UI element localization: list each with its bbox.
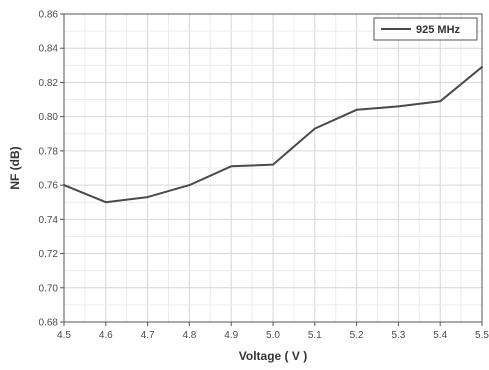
x-tick-label: 4.7 — [141, 330, 155, 341]
y-tick-label: 0.70 — [39, 283, 59, 294]
y-axis-title: NF (dB) — [8, 146, 22, 189]
data-point — [314, 127, 316, 130]
legend-entry-label: 925 MHz — [416, 24, 461, 36]
x-tick-label: 5.3 — [391, 330, 405, 341]
x-tick-label: 5.5 — [475, 330, 489, 341]
data-point — [481, 66, 483, 68]
x-axis-title: Voltage ( V ) — [239, 349, 307, 363]
data-point — [105, 201, 107, 204]
x-tick-label: 4.8 — [182, 330, 196, 341]
x-tick-label: 5.4 — [433, 330, 447, 341]
data-point — [146, 196, 149, 198]
data-point — [272, 163, 274, 166]
y-tick-label: 0.78 — [39, 146, 59, 157]
legend: 925 MHz — [373, 17, 478, 41]
x-tick-label: 5.2 — [350, 330, 364, 341]
y-tick-label: 0.86 — [39, 10, 59, 21]
axis-ticks: 4.5 4.6 4.7 4.8 4.9 5.0 5.1 5.2 5.3 5.4 5.5 0.68 0.7… — [39, 10, 489, 342]
data-point — [230, 165, 232, 168]
y-tick-label: 0.82 — [39, 78, 59, 89]
data-point — [397, 105, 400, 108]
y-tick-label: 0.74 — [39, 215, 59, 226]
x-tick-label: 4.6 — [99, 330, 113, 341]
grid — [64, 14, 482, 322]
legend-box — [373, 17, 478, 41]
y-tick-label: 0.80 — [39, 112, 59, 123]
y-tick-label: 0.76 — [39, 181, 59, 192]
y-tick-label: 0.84 — [39, 44, 59, 55]
x-tick-label: 4.5 — [57, 330, 71, 341]
x-tick-label: 5.1 — [308, 330, 322, 341]
data-point — [63, 184, 65, 186]
data-point — [355, 109, 358, 111]
data-point — [439, 100, 442, 103]
y-tick-label: 0.72 — [39, 249, 59, 260]
y-tick-label: 0.68 — [39, 318, 59, 329]
x-tick-label: 4.9 — [224, 330, 238, 341]
data-point — [188, 184, 191, 186]
x-tick-label: 5.0 — [266, 330, 280, 341]
series-layer — [63, 66, 483, 204]
